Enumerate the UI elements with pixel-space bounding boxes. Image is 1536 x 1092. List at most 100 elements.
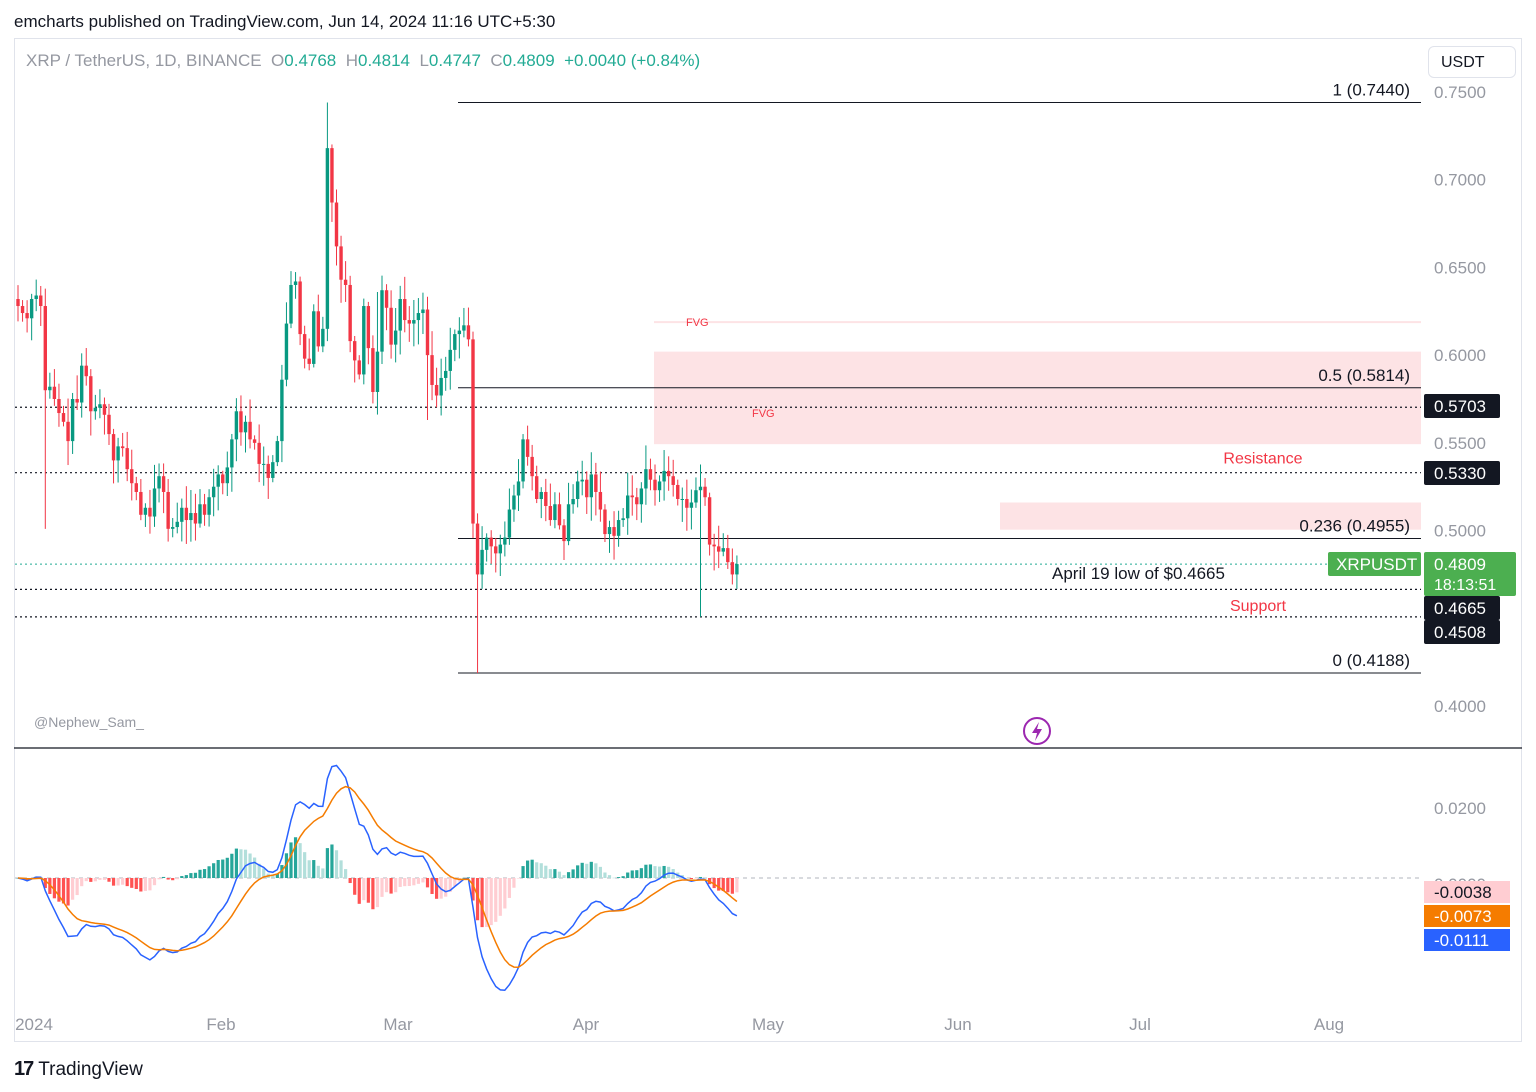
price-tick: 0.5000 <box>1434 522 1486 541</box>
candle-body <box>512 495 516 510</box>
macd-histogram-bar <box>617 877 621 878</box>
chart-frame <box>14 38 1522 1042</box>
candle-body <box>198 504 202 524</box>
price-tick: 0.7000 <box>1434 171 1486 190</box>
candle-body <box>507 509 512 538</box>
macd-histogram-bar <box>116 878 120 886</box>
fib-label: 0.5 (0.5814) <box>1318 366 1410 385</box>
candle-body <box>384 290 389 308</box>
candle-body <box>39 295 43 307</box>
macd-histogram-bar <box>530 859 534 878</box>
macd-histogram-bar <box>307 860 311 878</box>
macd-histogram-bar <box>471 878 475 901</box>
macd-histogram-bar <box>635 870 639 878</box>
macd-histogram-bar <box>139 878 143 892</box>
candle-body <box>120 446 125 449</box>
macd-histogram-bar <box>453 878 457 887</box>
macd-histogram-bar <box>180 876 184 878</box>
macd-histogram-bar <box>66 878 70 906</box>
macd-pane <box>16 764 739 991</box>
candle-body <box>116 446 120 461</box>
candle-body <box>180 507 184 522</box>
legend-low-label: L <box>419 51 429 70</box>
macd-histogram-bar <box>225 857 229 878</box>
macd-histogram-bar <box>253 857 257 878</box>
macd-histogram-bar <box>412 878 416 886</box>
macd-histogram-bar <box>580 862 584 878</box>
candle-body <box>325 148 330 329</box>
candle-body <box>616 520 621 536</box>
macd-histogram-bar <box>435 878 439 899</box>
macd-histogram-bar <box>698 876 703 878</box>
legend-close-label: C <box>490 51 503 70</box>
candle-body <box>544 491 548 507</box>
macd-histogram-bar <box>344 869 348 878</box>
level-tag <box>1424 596 1500 620</box>
macd-histogram-bar <box>498 878 502 916</box>
macd-histogram-bar <box>330 844 334 878</box>
candle-body <box>566 504 571 542</box>
candle-body <box>357 360 361 375</box>
price-tick: 0.6000 <box>1434 346 1486 365</box>
fib-label: 0 (0.4188) <box>1333 651 1411 670</box>
macd-histogram-bar <box>362 878 366 901</box>
macd-histogram-bar <box>98 878 102 880</box>
tradingview-logo[interactable]: 17 TradingView <box>14 1058 143 1081</box>
macd-histogram-bar <box>717 878 721 891</box>
macd-histogram-bar <box>526 860 530 878</box>
candle-body <box>539 491 543 499</box>
candles <box>16 102 739 674</box>
price-tick: 0.6500 <box>1434 258 1486 277</box>
candle-body <box>125 448 129 470</box>
candle-body <box>52 386 57 399</box>
macd-value-text: -0.0111 <box>1434 931 1489 950</box>
candle-body <box>20 306 25 314</box>
macd-histogram-bar <box>648 864 653 878</box>
macd-histogram-bar <box>184 875 188 878</box>
macd-histogram-bar <box>216 859 220 878</box>
macd-histogram-bar <box>425 878 430 888</box>
macd-value-text: -0.0073 <box>1434 907 1492 926</box>
candle-body <box>480 549 484 575</box>
price-tick: 0.4000 <box>1434 697 1486 716</box>
macd-value-tag <box>1424 929 1510 951</box>
macd-histogram-bar <box>148 878 152 891</box>
macd-histogram-bar <box>594 863 598 878</box>
candle-body <box>134 483 138 492</box>
symbol-tag-text: XRPUSDT <box>1336 555 1417 574</box>
macd-histogram-bar <box>339 860 343 878</box>
candle-body <box>575 481 580 499</box>
macd-histogram-bar <box>111 878 116 886</box>
candle-body <box>225 467 229 484</box>
candle-body <box>721 548 725 552</box>
candle-body <box>375 351 380 392</box>
candle-body <box>585 479 589 498</box>
symbol-legend: XRP / TetherUS, 1D, BINANCE O0.4768 H0.4… <box>26 51 700 71</box>
candle-body <box>434 384 439 396</box>
macd-histogram-bar <box>262 868 266 878</box>
candle-body <box>521 439 525 482</box>
candle-body <box>439 377 443 396</box>
macd-histogram-bar <box>712 878 716 889</box>
time-tick: Aug <box>1314 1015 1344 1034</box>
candle-body <box>425 309 430 356</box>
legend-high: 0.4814 <box>358 51 410 70</box>
macd-histogram-bar <box>389 878 393 894</box>
candle-body <box>139 491 143 515</box>
candle-body <box>316 311 320 347</box>
candle-body <box>353 341 357 361</box>
macd-histogram-bar <box>334 850 339 878</box>
macd-histogram-bar <box>375 878 380 908</box>
currency-button[interactable]: USDT <box>1428 46 1516 78</box>
macd-histogram-bar <box>43 878 47 889</box>
candle-body <box>685 498 689 508</box>
macd-histogram-bar <box>239 849 243 878</box>
candle-body <box>421 309 425 314</box>
macd-histogram-bar <box>257 863 261 878</box>
candle-body <box>657 481 662 491</box>
candle-body <box>25 313 29 319</box>
tradingview-mark-icon: 17 <box>14 1058 34 1080</box>
macd-histogram-bar <box>75 878 79 896</box>
candle-body <box>66 421 70 442</box>
